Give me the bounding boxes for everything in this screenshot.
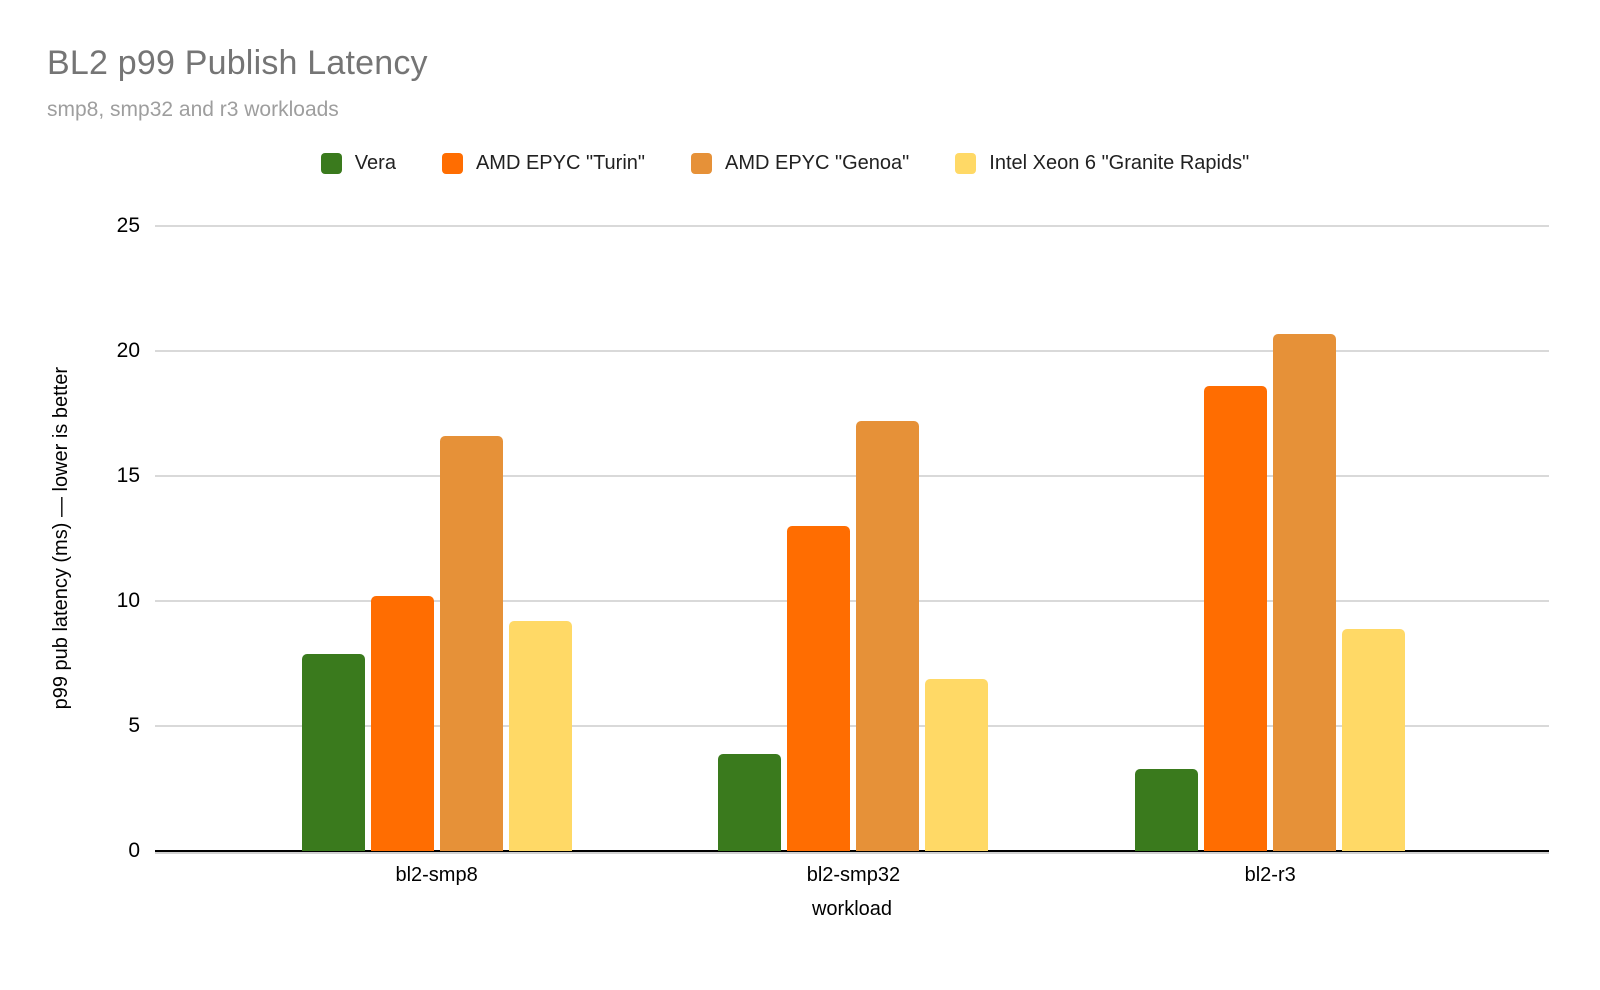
bar-group-bl2-r3 xyxy=(1135,226,1406,851)
legend-item-amd-epyc-turin[interactable]: AMD EPYC "Turin" xyxy=(441,152,645,175)
gridline-20 xyxy=(155,350,1549,352)
bar-bl2-smp32-amd-epyc-genoa[interactable] xyxy=(856,421,920,851)
legend-item-intel-xeon-6-granite-rapids[interactable]: Intel Xeon 6 "Granite Rapids" xyxy=(955,152,1249,175)
y-axis-title: p99 pub latency (ms) — lower is better xyxy=(44,226,78,851)
bar-group-bl2-smp8 xyxy=(301,226,572,851)
legend: Vera AMD EPYC "Turin" AMD EPYC "Genoa" Inte… xyxy=(0,152,1570,175)
bar-bl2-r3-amd-epyc-turin[interactable] xyxy=(1204,386,1268,851)
x-axis-title: workload xyxy=(811,898,893,920)
bar-bl2-smp32-amd-epyc-turin[interactable] xyxy=(787,526,851,851)
y-tick-label-10: 10 xyxy=(116,589,140,612)
bar-bl2-smp32-vera[interactable] xyxy=(718,753,782,851)
legend-label: Intel Xeon 6 "Granite Rapids" xyxy=(989,152,1250,174)
x-category-label-bl2-r3: bl2-r3 xyxy=(1244,864,1296,886)
bar-bl2-r3-amd-epyc-genoa[interactable] xyxy=(1273,333,1337,851)
legend-swatch-icon xyxy=(691,153,712,174)
x-axis-line xyxy=(155,850,1549,852)
gridline-15 xyxy=(155,475,1549,477)
bar-bl2-r3-intel-xeon-6-granite-rapids[interactable] xyxy=(1342,628,1406,851)
bar-bl2-smp8-amd-epyc-genoa[interactable] xyxy=(439,436,503,851)
bar-bl2-smp8-intel-xeon-6-granite-rapids[interactable] xyxy=(508,621,572,851)
y-tick-label-25: 25 xyxy=(116,214,140,237)
bar-bl2-smp8-vera[interactable] xyxy=(301,653,365,851)
gridline-25 xyxy=(155,225,1549,227)
legend-label: Vera xyxy=(354,152,396,174)
y-axis-title-text: p99 pub latency (ms) — lower is better xyxy=(49,367,72,710)
y-tick-label-20: 20 xyxy=(116,339,140,362)
gridline-5 xyxy=(155,725,1549,727)
legend-swatch-icon xyxy=(955,153,977,174)
y-tick-label-0: 0 xyxy=(128,839,140,862)
legend-swatch-icon xyxy=(441,153,463,174)
y-tick-label-5: 5 xyxy=(128,714,140,737)
bar-bl2-smp32-intel-xeon-6-granite-rapids[interactable] xyxy=(925,678,989,851)
legend-swatch-icon xyxy=(320,153,342,174)
bar-bl2-smp8-amd-epyc-turin[interactable] xyxy=(370,596,434,851)
gridline-10 xyxy=(155,600,1549,602)
legend-label: AMD EPYC "Turin" xyxy=(475,152,645,174)
plot-area: 0 5 10 15 20 25 bl2-smp8 bl2-smp32 bl2-r3 xyxy=(117,214,1549,886)
legend-label: AMD EPYC "Genoa" xyxy=(725,152,910,174)
legend-item-amd-epyc-genoa[interactable]: AMD EPYC "Genoa" xyxy=(691,152,909,175)
chart-title: BL2 p99 Publish Latency xyxy=(47,44,428,82)
x-category-label-bl2-smp8: bl2-smp8 xyxy=(395,864,478,886)
x-category-label-bl2-smp32: bl2-smp32 xyxy=(806,864,901,886)
legend-item-vera[interactable]: Vera xyxy=(320,152,396,175)
y-tick-label-15: 15 xyxy=(116,464,140,487)
bar-group-bl2-smp32 xyxy=(718,226,989,851)
bar-bl2-r3-vera[interactable] xyxy=(1135,768,1199,851)
chart-subtitle: smp8, smp32 and r3 workloads xyxy=(47,98,339,121)
